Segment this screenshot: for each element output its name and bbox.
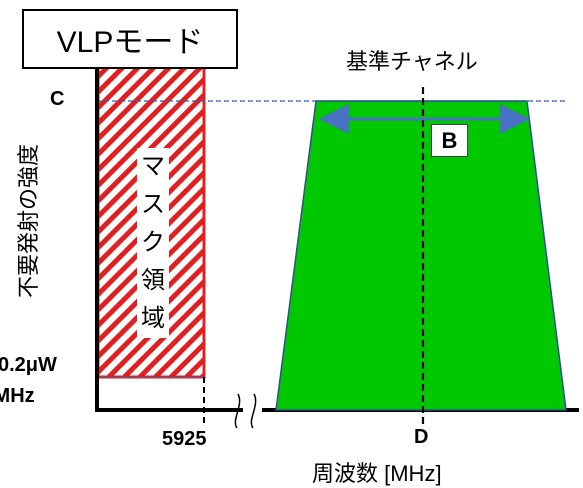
level-low-label-line2: /MHz [0, 385, 35, 407]
mask-region-label: マスク領域 [137, 148, 169, 338]
x-axis-label: 周波数 [MHz] [312, 461, 442, 486]
bandwidth-label-box: B [431, 124, 468, 157]
level-low-label-line1: 0.2μW [0, 354, 57, 376]
level-c-label: C [50, 88, 65, 110]
bandwidth-label: B [441, 127, 458, 153]
band-edge-label: 5925 [162, 428, 207, 450]
mode-title-box: VLPモード [22, 9, 238, 69]
reference-channel-label: 基準チャネル [346, 49, 478, 74]
axis-break-mark [234, 393, 241, 429]
axis-break-mark [250, 393, 257, 429]
y-axis-label: 不要発射の強度 [16, 143, 41, 299]
reference-channel-shape [275, 100, 567, 411]
mode-title: VLPモード [56, 26, 204, 59]
center-frequency-label: D [414, 426, 429, 448]
